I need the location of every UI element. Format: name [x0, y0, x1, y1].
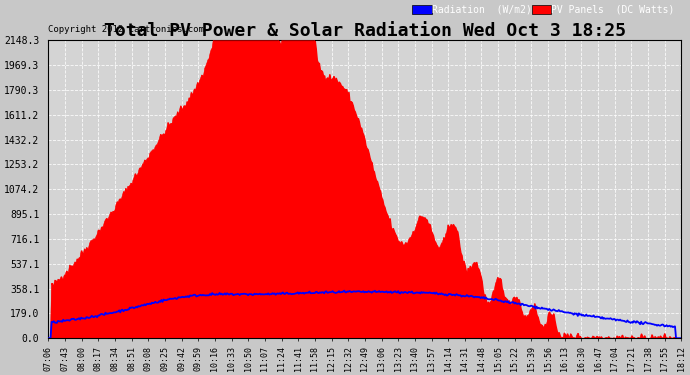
Title: Total PV Power & Solar Radiation Wed Oct 3 18:25: Total PV Power & Solar Radiation Wed Oct…	[104, 22, 626, 40]
Text: Copyright 2012 Cartronics.com: Copyright 2012 Cartronics.com	[48, 25, 204, 34]
Legend: Radiation  (W/m2), PV Panels  (DC Watts): Radiation (W/m2), PV Panels (DC Watts)	[411, 3, 676, 17]
